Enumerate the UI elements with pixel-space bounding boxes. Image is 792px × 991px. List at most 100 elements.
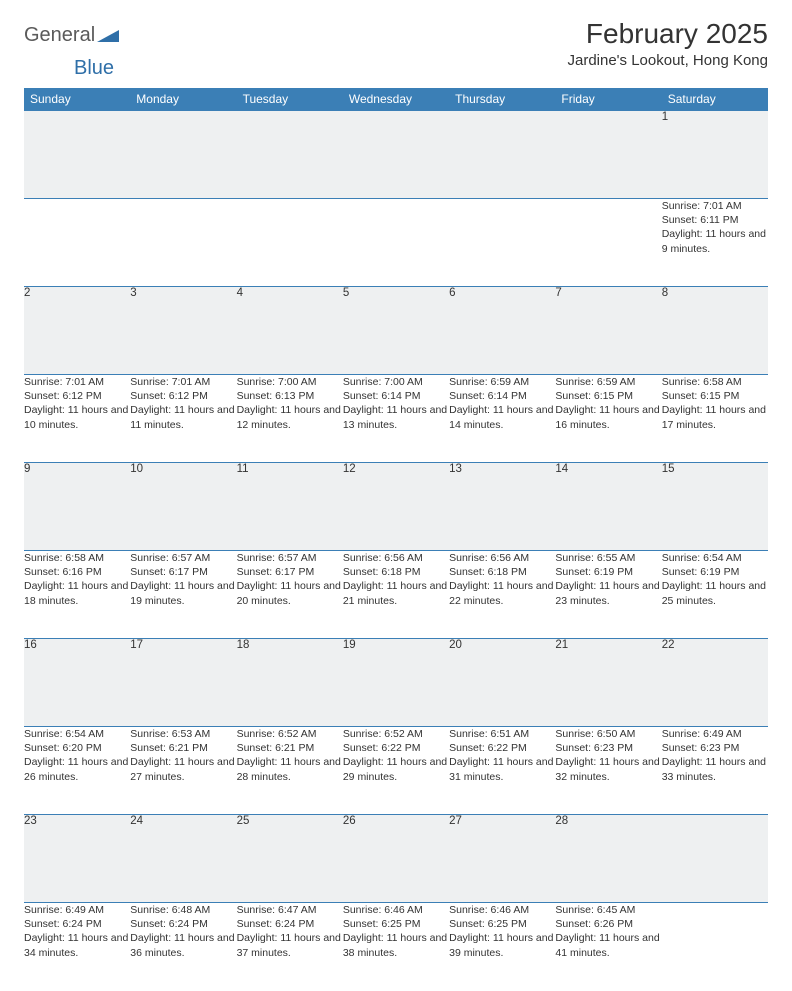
weekday-header: Sunday	[24, 88, 130, 111]
day-content-cell: Sunrise: 7:01 AMSunset: 6:11 PMDaylight:…	[662, 199, 768, 287]
daylight-line: Daylight: 11 hours and 31 minutes.	[449, 755, 555, 783]
sunset-line: Sunset: 6:19 PM	[662, 565, 768, 579]
daylight-line: Daylight: 11 hours and 25 minutes.	[662, 579, 768, 607]
day-content-cell: Sunrise: 6:59 AMSunset: 6:14 PMDaylight:…	[449, 375, 555, 463]
sunrise-line: Sunrise: 6:54 AM	[24, 727, 130, 741]
sunset-line: Sunset: 6:17 PM	[237, 565, 343, 579]
location: Jardine's Lookout, Hong Kong	[567, 52, 768, 69]
sunset-line: Sunset: 6:16 PM	[24, 565, 130, 579]
sunset-line: Sunset: 6:14 PM	[449, 389, 555, 403]
day-content-cell: Sunrise: 6:49 AMSunset: 6:24 PMDaylight:…	[24, 903, 130, 991]
brand-blue: Blue	[74, 57, 114, 79]
day-number-cell: 21	[555, 639, 661, 727]
sunrise-line: Sunrise: 6:48 AM	[130, 903, 236, 917]
daylight-line: Daylight: 11 hours and 26 minutes.	[24, 755, 130, 783]
daynum-row: 232425262728	[24, 815, 768, 903]
day-content-cell	[24, 199, 130, 287]
day-number-cell	[662, 815, 768, 903]
weekday-header: Thursday	[449, 88, 555, 111]
day-content-cell: Sunrise: 6:52 AMSunset: 6:21 PMDaylight:…	[237, 727, 343, 815]
day-content-cell: Sunrise: 6:56 AMSunset: 6:18 PMDaylight:…	[449, 551, 555, 639]
day-number-cell: 25	[237, 815, 343, 903]
day-content-cell	[343, 199, 449, 287]
sunrise-line: Sunrise: 6:56 AM	[343, 551, 449, 565]
sunset-line: Sunset: 6:18 PM	[449, 565, 555, 579]
sunset-line: Sunset: 6:22 PM	[343, 741, 449, 755]
daylight-line: Daylight: 11 hours and 17 minutes.	[662, 403, 768, 431]
day-number-cell: 18	[237, 639, 343, 727]
daylight-line: Daylight: 11 hours and 34 minutes.	[24, 931, 130, 959]
day-content-cell: Sunrise: 7:00 AMSunset: 6:14 PMDaylight:…	[343, 375, 449, 463]
content-row: Sunrise: 7:01 AMSunset: 6:12 PMDaylight:…	[24, 375, 768, 463]
daylight-line: Daylight: 11 hours and 28 minutes.	[237, 755, 343, 783]
day-number-cell: 20	[449, 639, 555, 727]
daylight-line: Daylight: 11 hours and 36 minutes.	[130, 931, 236, 959]
daylight-line: Daylight: 11 hours and 21 minutes.	[343, 579, 449, 607]
daylight-line: Daylight: 11 hours and 19 minutes.	[130, 579, 236, 607]
sunrise-line: Sunrise: 6:58 AM	[662, 375, 768, 389]
sunset-line: Sunset: 6:21 PM	[130, 741, 236, 755]
sunrise-line: Sunrise: 6:45 AM	[555, 903, 661, 917]
daylight-line: Daylight: 11 hours and 11 minutes.	[130, 403, 236, 431]
daylight-line: Daylight: 11 hours and 41 minutes.	[555, 931, 661, 959]
sunset-line: Sunset: 6:20 PM	[24, 741, 130, 755]
daylight-line: Daylight: 11 hours and 18 minutes.	[24, 579, 130, 607]
sunrise-line: Sunrise: 6:46 AM	[449, 903, 555, 917]
day-content-cell: Sunrise: 6:58 AMSunset: 6:16 PMDaylight:…	[24, 551, 130, 639]
sunset-line: Sunset: 6:22 PM	[449, 741, 555, 755]
sunrise-line: Sunrise: 6:52 AM	[237, 727, 343, 741]
sunset-line: Sunset: 6:23 PM	[662, 741, 768, 755]
day-content-cell: Sunrise: 6:57 AMSunset: 6:17 PMDaylight:…	[237, 551, 343, 639]
day-number-cell: 5	[343, 287, 449, 375]
daylight-line: Daylight: 11 hours and 20 minutes.	[237, 579, 343, 607]
day-number-cell: 9	[24, 463, 130, 551]
day-number-cell: 26	[343, 815, 449, 903]
day-number-cell	[237, 111, 343, 199]
sunrise-line: Sunrise: 6:59 AM	[449, 375, 555, 389]
sunset-line: Sunset: 6:25 PM	[449, 917, 555, 931]
sunrise-line: Sunrise: 6:52 AM	[343, 727, 449, 741]
sunset-line: Sunset: 6:12 PM	[24, 389, 130, 403]
day-number-cell: 17	[130, 639, 236, 727]
day-number-cell: 13	[449, 463, 555, 551]
content-row: Sunrise: 6:58 AMSunset: 6:16 PMDaylight:…	[24, 551, 768, 639]
sunrise-line: Sunrise: 6:49 AM	[662, 727, 768, 741]
daylight-line: Daylight: 11 hours and 38 minutes.	[343, 931, 449, 959]
sunset-line: Sunset: 6:23 PM	[555, 741, 661, 755]
day-content-cell: Sunrise: 6:56 AMSunset: 6:18 PMDaylight:…	[343, 551, 449, 639]
day-number-cell	[343, 111, 449, 199]
day-number-cell: 1	[662, 111, 768, 199]
sunset-line: Sunset: 6:25 PM	[343, 917, 449, 931]
daylight-line: Daylight: 11 hours and 9 minutes.	[662, 227, 768, 255]
sunrise-line: Sunrise: 6:59 AM	[555, 375, 661, 389]
daylight-line: Daylight: 11 hours and 12 minutes.	[237, 403, 343, 431]
day-number-cell: 28	[555, 815, 661, 903]
day-number-cell: 2	[24, 287, 130, 375]
day-number-cell: 12	[343, 463, 449, 551]
day-content-cell: Sunrise: 6:59 AMSunset: 6:15 PMDaylight:…	[555, 375, 661, 463]
brand-triangle-icon	[97, 26, 119, 45]
sunrise-line: Sunrise: 6:53 AM	[130, 727, 236, 741]
day-number-cell: 22	[662, 639, 768, 727]
sunrise-line: Sunrise: 6:49 AM	[24, 903, 130, 917]
day-content-cell: Sunrise: 6:45 AMSunset: 6:26 PMDaylight:…	[555, 903, 661, 991]
day-content-cell: Sunrise: 6:49 AMSunset: 6:23 PMDaylight:…	[662, 727, 768, 815]
day-number-cell: 16	[24, 639, 130, 727]
day-number-cell: 10	[130, 463, 236, 551]
daynum-row: 16171819202122	[24, 639, 768, 727]
calendar-table: Sunday Monday Tuesday Wednesday Thursday…	[24, 88, 768, 991]
sunrise-line: Sunrise: 6:47 AM	[237, 903, 343, 917]
sunrise-line: Sunrise: 6:54 AM	[662, 551, 768, 565]
weekday-header: Saturday	[662, 88, 768, 111]
title-block: February 2025 Jardine's Lookout, Hong Ko…	[567, 18, 768, 69]
day-content-cell: Sunrise: 6:52 AMSunset: 6:22 PMDaylight:…	[343, 727, 449, 815]
day-content-cell: Sunrise: 6:58 AMSunset: 6:15 PMDaylight:…	[662, 375, 768, 463]
brand-general: General	[24, 24, 95, 47]
sunrise-line: Sunrise: 7:01 AM	[130, 375, 236, 389]
calendar-body: 1 Sunrise: 7:01 AMSunset: 6:11 PMDayligh…	[24, 111, 768, 991]
day-content-cell	[449, 199, 555, 287]
sunset-line: Sunset: 6:21 PM	[237, 741, 343, 755]
day-content-cell	[555, 199, 661, 287]
day-number-cell: 27	[449, 815, 555, 903]
day-content-cell: Sunrise: 7:01 AMSunset: 6:12 PMDaylight:…	[24, 375, 130, 463]
